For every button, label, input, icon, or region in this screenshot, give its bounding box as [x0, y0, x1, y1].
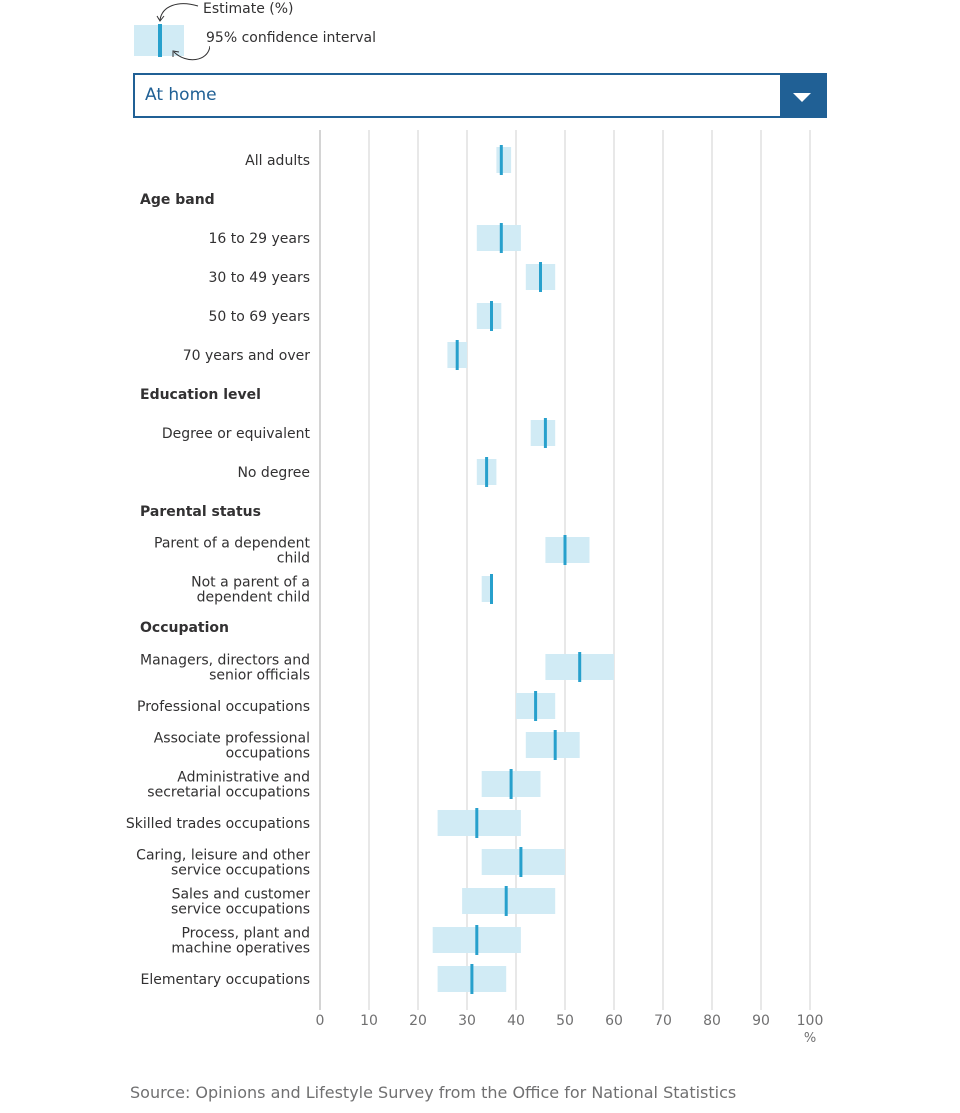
x-tick-label: 70 — [654, 1013, 672, 1029]
confidence-interval-bar — [437, 810, 521, 836]
confidence-interval-bar — [481, 576, 492, 602]
row-label: 30 to 49 years — [208, 270, 310, 286]
estimate-marker — [563, 535, 567, 565]
legend-ci-label: 95% confidence interval — [206, 30, 377, 46]
x-tick-label: 10 — [360, 1013, 378, 1029]
row-label: dependent child — [197, 590, 310, 606]
confidence-interval-bar — [525, 732, 580, 758]
row-label: Degree or equivalent — [162, 426, 311, 442]
estimate-marker — [490, 301, 493, 331]
group-header: Occupation — [140, 620, 229, 636]
row-label: Elementary occupations — [141, 972, 310, 988]
x-tick-label: 0 — [316, 1013, 325, 1029]
confidence-interval-bar — [476, 225, 521, 251]
x-tick-label: 50 — [556, 1013, 574, 1029]
group-header: Parental status — [140, 504, 261, 520]
estimate-marker — [539, 262, 542, 292]
estimate-marker — [490, 574, 493, 604]
confidence-interval-bar — [476, 303, 502, 329]
row-label: service occupations — [171, 863, 310, 879]
row-label: child — [277, 551, 310, 567]
estimate-marker — [475, 808, 479, 838]
x-tick-label: 20 — [409, 1013, 427, 1029]
estimate-marker — [553, 730, 557, 760]
row-label: Process, plant and — [181, 926, 310, 942]
row-label: occupations — [226, 746, 310, 762]
estimate-marker — [499, 145, 503, 175]
dropdown-toggle-button[interactable] — [780, 75, 825, 116]
x-unit-label: % — [804, 1031, 816, 1046]
legend: Estimate (%) 95% confidence interval — [130, 0, 430, 66]
estimate-marker — [485, 457, 489, 487]
dropdown-selected-value: At home — [145, 85, 217, 105]
x-tick-label: 60 — [605, 1013, 623, 1029]
legend-estimate-label: Estimate (%) — [203, 1, 294, 17]
estimate-marker — [470, 964, 474, 994]
group-header: Education level — [140, 387, 261, 403]
estimate-marker — [475, 925, 479, 955]
confidence-interval-bar — [530, 420, 556, 446]
row-label: machine operatives — [171, 941, 310, 957]
row-label: service occupations — [171, 902, 310, 918]
x-tick-label: 90 — [752, 1013, 770, 1029]
row-label: Caring, leisure and other — [136, 848, 310, 864]
x-tick-label: 80 — [703, 1013, 721, 1029]
estimate-marker — [543, 418, 547, 448]
row-label: secretarial occupations — [147, 785, 310, 801]
row-label: senior officials — [209, 668, 310, 684]
chevron-down-icon — [793, 93, 811, 102]
confidence-interval-bar — [496, 147, 512, 173]
row-label: Associate professional — [154, 731, 310, 747]
row-label: Parent of a dependent — [154, 536, 310, 552]
x-tick-label: 30 — [458, 1013, 476, 1029]
row-label: No degree — [237, 465, 310, 481]
legend-estimate-swatch — [158, 24, 162, 57]
legend-estimate-arrow-icon — [159, 3, 199, 21]
row-label: Professional occupations — [137, 699, 310, 715]
estimate-marker — [578, 652, 582, 682]
row-label: 50 to 69 years — [208, 309, 310, 325]
source-note: Source: Opinions and Lifestyle Survey fr… — [130, 1083, 737, 1102]
range-chart: 0 10 20 30 40 50 60 70 80 90 100% All adults Age ban… — [126, 130, 824, 1046]
legend-estimate-arrowhead-icon — [156, 15, 165, 22]
x-tick-label: 40 — [507, 1013, 525, 1029]
estimate-marker — [534, 691, 538, 721]
legend-ci-arrowhead-icon — [172, 50, 180, 57]
estimate-marker — [504, 886, 508, 916]
estimate-marker — [499, 223, 503, 253]
row-label: Sales and customer — [172, 887, 311, 903]
legend-graphic — [134, 3, 210, 61]
row-label: Administrative and — [177, 770, 310, 786]
confidence-interval-bar — [481, 849, 565, 875]
row-label: Skilled trades occupations — [126, 816, 310, 832]
confidence-interval-bar — [545, 537, 590, 563]
group-header: Age band — [140, 192, 215, 208]
legend-ci-arrow-icon — [173, 45, 210, 61]
row-label: Not a parent of a — [191, 575, 310, 591]
measure-dropdown[interactable]: At home — [133, 73, 827, 118]
estimate-marker — [509, 769, 513, 799]
row-label: All adults — [245, 153, 310, 169]
estimate-marker — [455, 340, 459, 370]
x-tick-label: 100 — [797, 1013, 824, 1029]
row-label: Managers, directors and — [140, 653, 310, 669]
confidence-interval-bar — [462, 888, 556, 914]
estimate-marker — [519, 847, 523, 877]
row-label: 16 to 29 years — [208, 231, 310, 247]
row-label: 70 years and over — [183, 348, 310, 364]
